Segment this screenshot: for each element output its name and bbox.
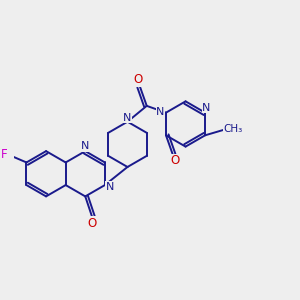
Text: F: F <box>1 148 8 161</box>
Text: N: N <box>202 103 211 113</box>
Text: N: N <box>123 112 132 123</box>
Text: CH₃: CH₃ <box>224 124 243 134</box>
Text: N: N <box>81 141 89 151</box>
Text: O: O <box>87 217 97 230</box>
Text: O: O <box>134 73 143 86</box>
Text: N: N <box>156 106 164 116</box>
Text: O: O <box>170 154 180 167</box>
Text: N: N <box>106 182 114 192</box>
